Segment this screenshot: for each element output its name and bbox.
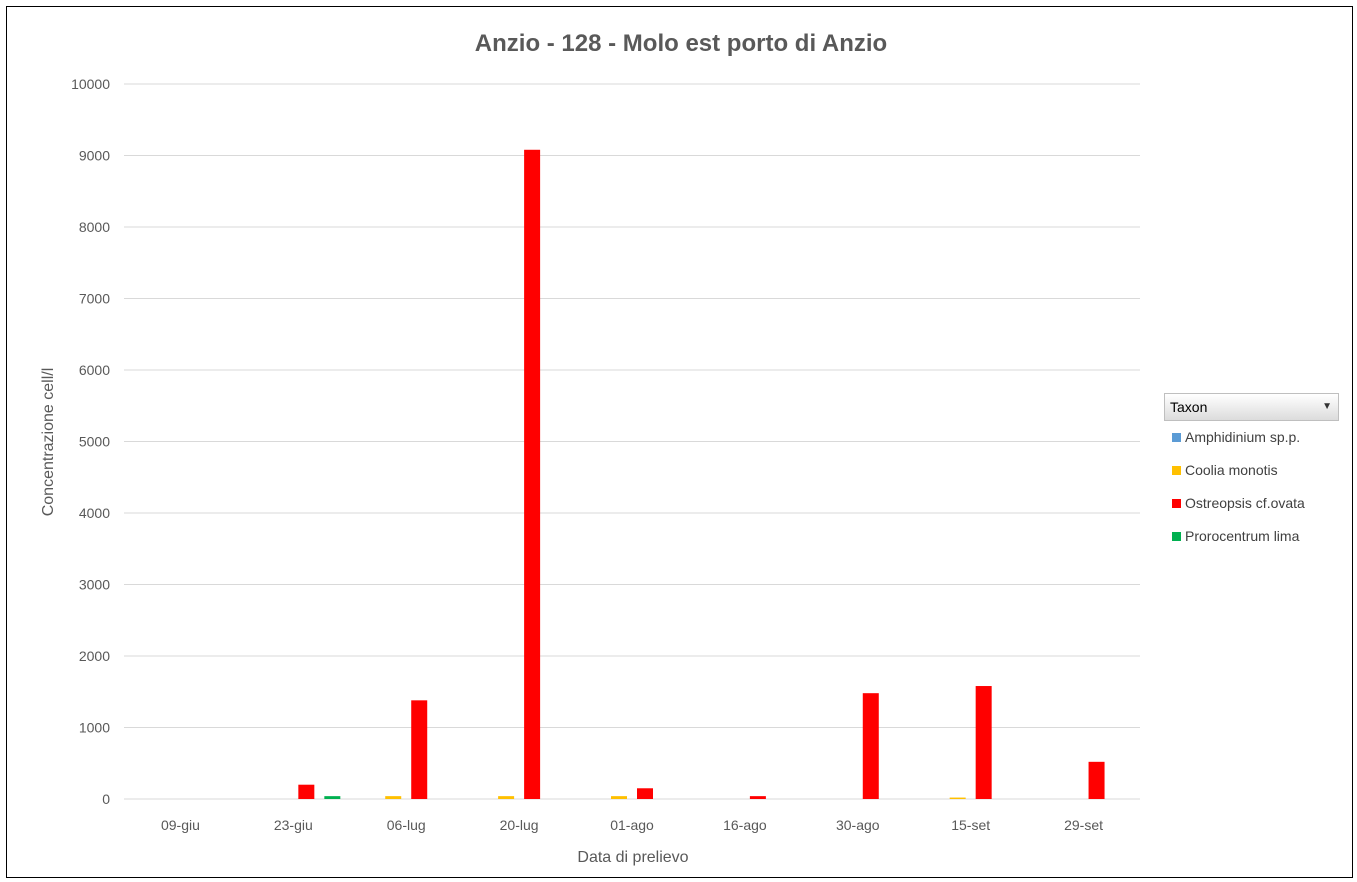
y-tick-label: 0 <box>102 791 110 807</box>
gridlines <box>124 83 1140 800</box>
bar-coolia-monotis-01-ago <box>611 796 627 799</box>
bar-ostreopsis-cf-ovata-06-lug <box>411 700 428 799</box>
y-tick-label: 2000 <box>79 648 110 664</box>
bars <box>298 149 1105 799</box>
bar-ostreopsis-cf-ovata-16-ago <box>749 796 766 799</box>
y-tick-label: 3000 <box>79 577 110 593</box>
x-tick-label: 01-ago <box>610 817 654 833</box>
x-tick-label: 23-giu <box>274 817 313 833</box>
legend-item: Coolia monotis <box>1172 461 1278 479</box>
bar-coolia-monotis-06-lug <box>385 796 402 799</box>
chart-title: Anzio - 128 - Molo est porto di Anzio <box>475 30 887 57</box>
y-tick-label: 7000 <box>79 291 110 307</box>
x-axis-label: Data di prelievo <box>577 849 688 866</box>
x-tick-label: 09-giu <box>161 817 200 833</box>
legend-swatch <box>1172 499 1181 508</box>
x-tick-label: 20-lug <box>500 817 539 833</box>
legend-item: Prorocentrum lima <box>1172 527 1299 545</box>
y-tick-label: 8000 <box>79 219 110 235</box>
legend-item: Amphidinium sp.p. <box>1172 428 1300 446</box>
y-tick-label: 1000 <box>79 720 110 736</box>
x-axis-ticks: 09-giu 23-giu 06-lug 20-lug 01-ago 16-ago 30-a… <box>161 817 1103 833</box>
y-axis-label: Concentrazione cell/l <box>40 368 57 517</box>
legend-label: Prorocentrum lima <box>1185 528 1300 544</box>
bar-ostreopsis-cf-ovata-23-giu <box>298 784 315 799</box>
legend-label: Coolia monotis <box>1185 462 1278 478</box>
x-tick-label: 15-set <box>951 817 990 833</box>
bar-ostreopsis-cf-ovata-29-set <box>1088 761 1105 799</box>
bar-ostreopsis-cf-ovata-01-ago <box>637 788 653 799</box>
x-tick-label: 06-lug <box>387 817 426 833</box>
bar-prorocentrum-lima-23-giu <box>324 796 341 799</box>
bar-ostreopsis-cf-ovata-30-ago <box>862 693 879 799</box>
legend-swatch <box>1172 433 1181 442</box>
y-tick-label: 10000 <box>71 76 110 92</box>
dropdown-arrow-icon[interactable]: ▼ <box>1322 401 1332 412</box>
bar-coolia-monotis-15-set <box>949 797 966 799</box>
bar-ostreopsis-cf-ovata-15-set <box>975 686 992 799</box>
y-tick-label: 6000 <box>79 362 110 378</box>
legend-label: Amphidinium sp.p. <box>1185 429 1301 445</box>
legend-swatch <box>1172 466 1181 475</box>
legend-item: Ostreopsis cf.ovata <box>1172 494 1305 512</box>
x-tick-label: 29-set <box>1064 817 1103 833</box>
x-tick-label: 16-ago <box>723 817 767 833</box>
legend-title: Taxon <box>1170 399 1208 415</box>
bar-ostreopsis-cf-ovata-20-lug <box>524 149 541 799</box>
x-tick-label: 30-ago <box>836 817 880 833</box>
y-axis-ticks: 0 1000 2000 3000 4000 5000 6000 7000 8000 9000 100… <box>71 76 110 807</box>
legend-label: Ostreopsis cf.ovata <box>1185 495 1305 511</box>
bar-coolia-monotis-20-lug <box>498 796 515 799</box>
y-tick-label: 9000 <box>79 148 110 164</box>
y-tick-label: 5000 <box>79 434 110 450</box>
legend-filter-dropdown[interactable]: Taxon ▼ <box>1164 393 1339 421</box>
y-tick-label: 4000 <box>79 505 110 521</box>
legend-swatch <box>1172 532 1181 541</box>
